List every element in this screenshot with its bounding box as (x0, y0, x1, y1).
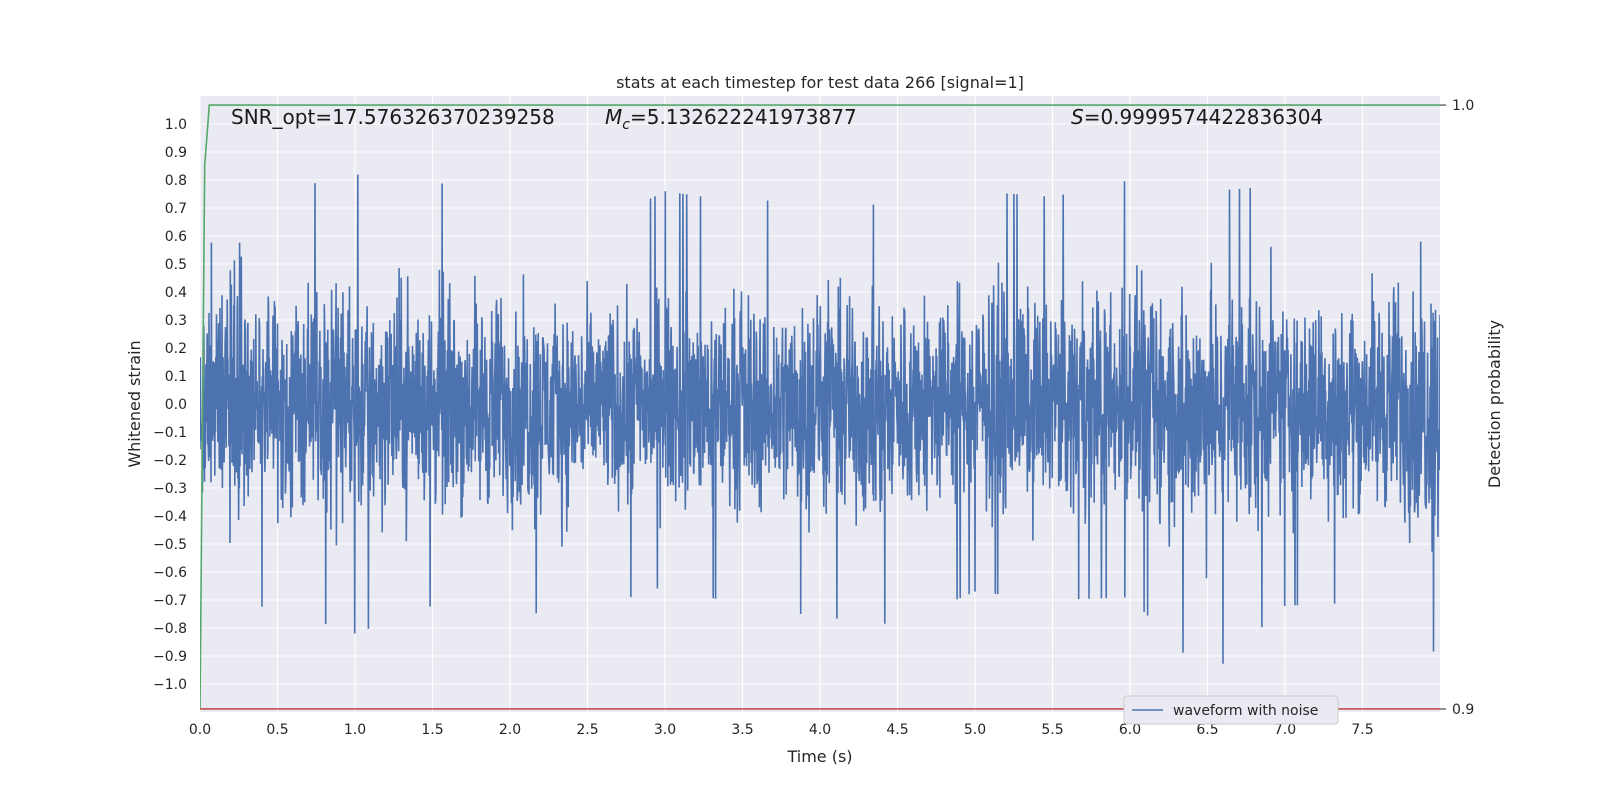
legend: waveform with noise (1123, 695, 1339, 725)
waveform-line (200, 174, 1440, 664)
y-tick-label: 0.9 (165, 145, 187, 161)
y-tick-label: −0.6 (153, 565, 187, 581)
x-tick-label: 2.5 (576, 722, 598, 738)
y2-tick-label: 0.9 (1452, 702, 1474, 718)
y-tick-label: 0.3 (165, 313, 187, 329)
x-tick-label: 2.0 (499, 722, 521, 738)
chirp-mass-value: =5.132622241973877 (630, 105, 857, 129)
y-tick-label: −0.4 (153, 509, 187, 525)
y2-axis-label: Detection probability (1485, 320, 1504, 488)
y-tick-label: 0.8 (165, 173, 187, 189)
x-tick-label: 7.5 (1351, 722, 1373, 738)
y-tick-label: −0.9 (153, 649, 187, 665)
probability-line (200, 104, 1440, 710)
legend-box (1123, 695, 1339, 725)
y-tick-label: 0.4 (165, 285, 187, 301)
y2-tick-layer: 1.0 0.9 (1440, 98, 1474, 718)
x-tick-label: 1.0 (344, 722, 366, 738)
chirp-mass-annotation: Mc=5.132622241973877 (605, 105, 857, 133)
x-tick-label: 4.0 (809, 722, 831, 738)
y-tick-label: −0.2 (153, 453, 187, 469)
x-tick-label: 5.5 (1041, 722, 1063, 738)
x-axis-label: Time (s) (786, 747, 852, 766)
y-tick-label: 0.5 (165, 257, 187, 273)
y-tick-label: −1.0 (153, 677, 187, 693)
y-tick-label: −0.5 (153, 537, 187, 553)
y-tick-label: −0.8 (153, 621, 187, 637)
y-tick-label: −0.7 (153, 593, 187, 609)
chirp-mass-subscript: c (622, 117, 630, 133)
snr-annotation: SNR_opt=17.576326370239258 (231, 105, 555, 129)
x-tick-label: 4.5 (886, 722, 908, 738)
y-tick-label: 0.0 (165, 397, 187, 413)
y-tick-label: 0.1 (165, 369, 187, 385)
chirp-mass-symbol: M (605, 105, 622, 129)
s-symbol: S (1071, 105, 1084, 129)
x-tick-label: 0.5 (266, 722, 288, 738)
x-tick-label: 0.0 (189, 722, 211, 738)
x-tick-label: 3.0 (654, 722, 676, 738)
y-tick-label: 1.0 (165, 117, 187, 133)
x-tick-label: 1.5 (421, 722, 443, 738)
y-tick-label: 0.6 (165, 229, 187, 245)
y-tick-label: −0.3 (153, 481, 187, 497)
x-tick-label: 6.5 (1196, 722, 1218, 738)
y-tick-label: −0.1 (153, 425, 187, 441)
y-axis-label: Whitened strain (125, 340, 144, 467)
x-tick-label: 6.0 (1119, 722, 1141, 738)
x-tick-label: 3.5 (731, 722, 753, 738)
y2-tick-label: 1.0 (1452, 98, 1474, 114)
x-tick-label: 5.0 (964, 722, 986, 738)
y-tick-label: 0.2 (165, 341, 187, 357)
chart-title: stats at each timestep for test data 266… (616, 73, 1024, 92)
x-tick-label: 7.0 (1274, 722, 1296, 738)
x-tick-layer: 0.0 0.5 1.0 1.5 2.0 2.5 3.0 3.5 4.0 4.5 5.0 5.5 6.0 6… (189, 722, 1374, 738)
s-annotation: S=0.9999574422836304 (1071, 105, 1323, 129)
y-tick-label: 0.7 (165, 201, 187, 217)
legend-label: waveform with noise (1173, 703, 1318, 719)
s-value: =0.9999574422836304 (1084, 105, 1323, 129)
y-tick-layer: 1.0 0.9 0.8 0.7 0.6 0.5 0.4 0.3 0.2 0.1 0.0 −0.1 −0.… (153, 117, 187, 693)
